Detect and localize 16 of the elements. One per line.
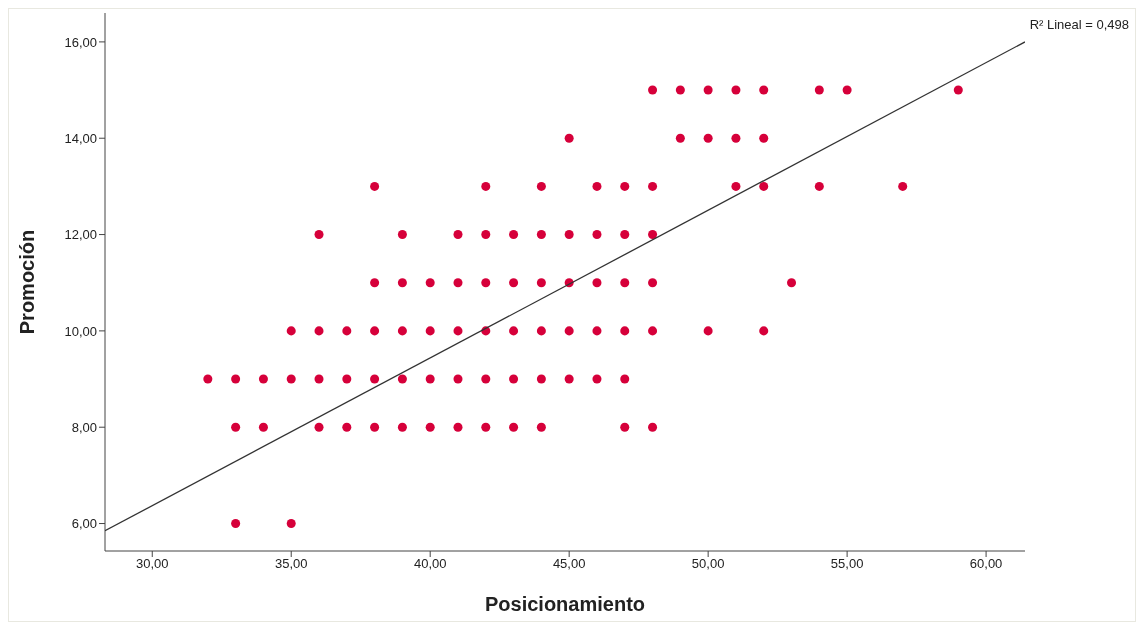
y-axis-title: Promoción: [16, 229, 39, 335]
x-tick-label: 45,00: [552, 556, 586, 572]
x-tick-label: 35,00: [274, 556, 308, 572]
x-tick-label: 55,00: [830, 556, 864, 572]
y-tick-label: 16,00: [64, 34, 97, 50]
x-axis-title: Posicionamiento: [484, 593, 646, 615]
y-tick-label: 14,00: [64, 130, 97, 146]
y-tick-label: 6,00: [71, 516, 97, 532]
x-tick-label: 60,00: [969, 556, 1003, 572]
y-tick-label: 10,00: [64, 323, 97, 339]
y-tick-label: 12,00: [64, 227, 97, 243]
x-tick-label: 40,00: [413, 556, 447, 572]
text: R² Lineal = 0,498: [1029, 17, 1129, 32]
x-tick-label: 30,00: [135, 556, 169, 572]
x-tick-label: 50,00: [691, 556, 725, 572]
y-tick-label: 8,00: [71, 419, 97, 435]
